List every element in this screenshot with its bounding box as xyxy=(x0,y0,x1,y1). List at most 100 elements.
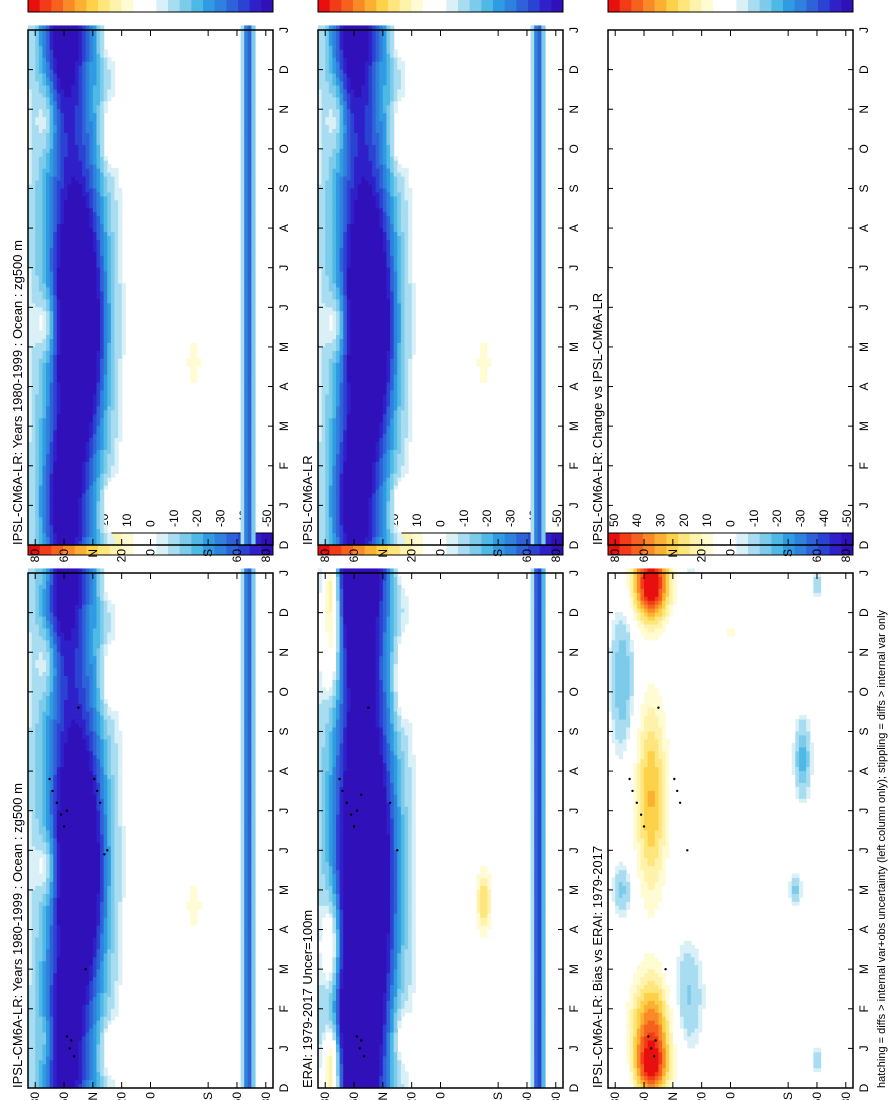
heat-cell xyxy=(103,766,108,772)
heat-cell xyxy=(85,825,90,831)
heat-cell xyxy=(107,956,112,962)
heat-cell xyxy=(82,663,87,669)
heat-cell xyxy=(92,1035,98,1041)
heat-cell xyxy=(321,1035,326,1041)
heat-cell xyxy=(96,1075,101,1081)
heat-cell xyxy=(483,936,488,942)
heat-cell xyxy=(400,928,406,934)
heat-cell xyxy=(534,1039,539,1045)
heat-cell xyxy=(74,928,80,934)
heat-cell xyxy=(92,924,98,930)
heat-cell xyxy=(49,857,54,863)
heat-cell xyxy=(67,742,72,748)
heat-cell xyxy=(67,655,72,661)
heat-cell xyxy=(186,905,191,910)
heat-cell xyxy=(393,1067,398,1073)
heat-cell xyxy=(240,766,245,772)
heat-cell xyxy=(118,774,123,779)
heat-cell xyxy=(71,1035,76,1041)
heat-cell xyxy=(38,810,44,815)
month-label: J xyxy=(277,570,291,576)
heat-cell xyxy=(74,976,80,982)
heat-cell xyxy=(393,980,398,985)
heat-cell xyxy=(190,924,195,930)
heat-cell xyxy=(49,691,54,696)
heat-cell xyxy=(35,881,40,886)
heat-cell xyxy=(85,944,90,950)
heat-cell xyxy=(92,742,98,748)
heat-cell xyxy=(100,576,105,581)
heat-cell xyxy=(114,738,119,744)
heat-cell xyxy=(71,901,76,906)
heat-cell xyxy=(74,956,80,962)
heat-cell xyxy=(379,960,384,966)
heat-cell xyxy=(534,1063,539,1069)
heat-cell xyxy=(46,841,51,847)
heat-cell xyxy=(67,643,72,649)
heat-cell xyxy=(56,691,62,696)
heat-cell xyxy=(49,643,54,649)
heat-cell xyxy=(318,976,323,982)
heat-cell xyxy=(121,841,126,847)
heat-cell xyxy=(240,984,245,989)
heat-cell xyxy=(56,845,62,851)
heat-cell xyxy=(42,604,47,609)
heat-cell xyxy=(67,861,72,867)
heat-cell xyxy=(78,683,83,688)
heat-cell xyxy=(78,944,83,950)
heat-cell xyxy=(372,980,377,985)
heat-cell xyxy=(114,715,119,720)
heat-cell xyxy=(103,936,108,942)
heat-cell xyxy=(100,996,105,1001)
heat-cell xyxy=(35,639,40,645)
heat-cell xyxy=(67,715,72,720)
heat-cell xyxy=(247,703,252,708)
heat-cell xyxy=(35,833,40,839)
heat-cell xyxy=(60,909,65,914)
heat-cell xyxy=(56,869,62,875)
heat-cell xyxy=(354,964,359,970)
heat-cell xyxy=(375,980,380,985)
heat-cell xyxy=(100,663,105,669)
heat-cell xyxy=(46,861,51,867)
heat-cell xyxy=(100,1043,105,1049)
heat-cell xyxy=(244,1047,249,1053)
heat-cell xyxy=(60,853,65,859)
heat-cell xyxy=(53,1047,58,1053)
heat-cell xyxy=(78,774,83,779)
heat-cell xyxy=(78,604,83,609)
heat-cell xyxy=(53,715,58,720)
heat-cell xyxy=(28,1059,33,1065)
heat-cell xyxy=(530,940,535,946)
heat-cell xyxy=(408,992,413,997)
heat-cell xyxy=(78,627,83,633)
heat-cell xyxy=(96,968,101,974)
heat-cell xyxy=(71,956,76,962)
heat-cell xyxy=(78,1039,83,1045)
heat-cell xyxy=(107,1083,112,1088)
heat-cell xyxy=(103,643,108,649)
heat-cell xyxy=(350,1031,355,1037)
heat-cell xyxy=(78,1035,83,1041)
heat-cell xyxy=(56,964,62,970)
heat-cell xyxy=(46,873,51,879)
heat-cell xyxy=(251,750,256,756)
heat-cell xyxy=(78,988,83,993)
heat-cell xyxy=(49,932,54,938)
heat-cell xyxy=(85,857,90,863)
heat-cell xyxy=(96,889,101,894)
heat-cell xyxy=(74,829,80,835)
heat-cell xyxy=(46,683,51,688)
heat-cell xyxy=(411,940,416,946)
heat-cell xyxy=(193,909,198,914)
heat-cell xyxy=(74,608,80,613)
heat-cell xyxy=(379,1027,384,1033)
heat-cell xyxy=(74,742,80,748)
heat-cell xyxy=(336,1047,341,1053)
heat-cell xyxy=(346,992,352,997)
heat-cell xyxy=(60,1004,65,1009)
heat-cell xyxy=(339,1024,344,1029)
heat-cell xyxy=(53,825,58,831)
heat-cell xyxy=(364,1055,370,1061)
heat-cell xyxy=(60,782,65,787)
